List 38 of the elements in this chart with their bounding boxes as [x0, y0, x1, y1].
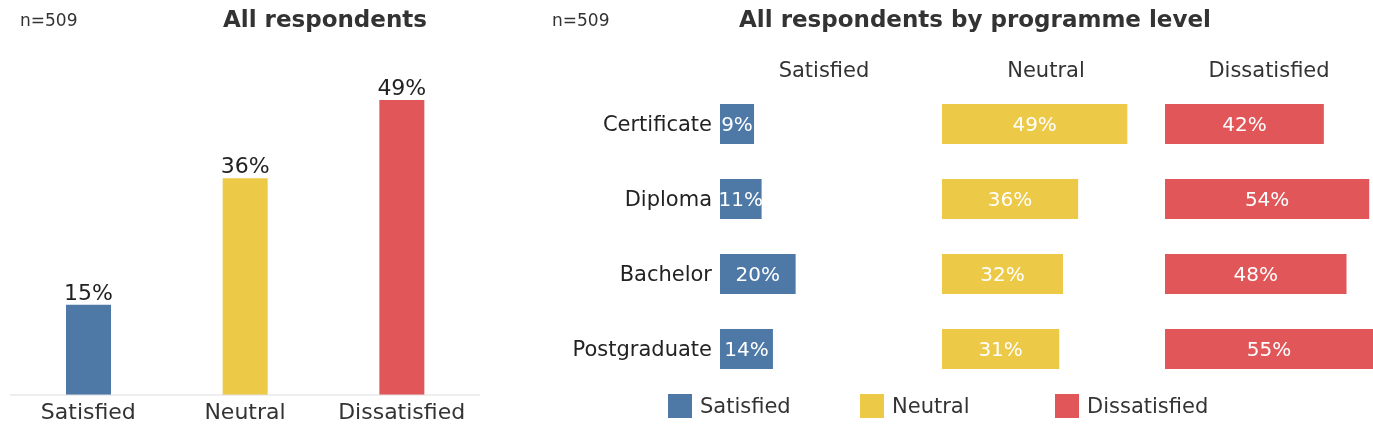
bar [942, 329, 1060, 369]
y-tick-label: Bachelor [619, 261, 713, 286]
text: Satisfied [778, 58, 870, 82]
chart-title: All respondents [222, 6, 428, 32]
data-label: 42% [1222, 112, 1267, 137]
data-label: 48% [1233, 262, 1278, 287]
data-label: 14% [724, 337, 769, 362]
bar [1165, 179, 1370, 219]
bar [1165, 254, 1347, 294]
data-label: 55% [1246, 337, 1292, 362]
data-label: 11% [718, 187, 764, 212]
data-label: 31% [978, 337, 1023, 362]
bar [942, 254, 1064, 294]
data-label: 20% [735, 262, 781, 287]
bar [942, 179, 1079, 219]
bar [942, 104, 1128, 144]
text: All respondents by programme level [738, 6, 1212, 32]
x-tick-label: Neutral [204, 398, 286, 424]
data-label: 36% [220, 153, 270, 179]
text: n=509 [20, 10, 78, 30]
data-label: 9% [721, 112, 753, 137]
text: Dissatisfied [1208, 58, 1330, 82]
y-tick-label: Postgraduate [572, 336, 712, 361]
data-label: 32% [980, 262, 1025, 287]
bar [1165, 104, 1324, 144]
text: n=509 [552, 10, 610, 30]
data-label: 36% [987, 187, 1033, 212]
text: Neutral [1007, 58, 1085, 82]
x-tick-label: Satisfied [40, 398, 136, 424]
y-tick-label: Certificate [602, 111, 712, 136]
y-tick-label: Diploma [624, 186, 712, 211]
bar [1165, 329, 1373, 369]
x-tick-label: Dissatisfied [338, 398, 466, 424]
data-label: 49% [377, 75, 427, 100]
bar [720, 254, 796, 294]
data-label: 49% [1012, 112, 1057, 137]
data-label: 15% [64, 279, 113, 305]
data-label: 54% [1244, 187, 1290, 212]
